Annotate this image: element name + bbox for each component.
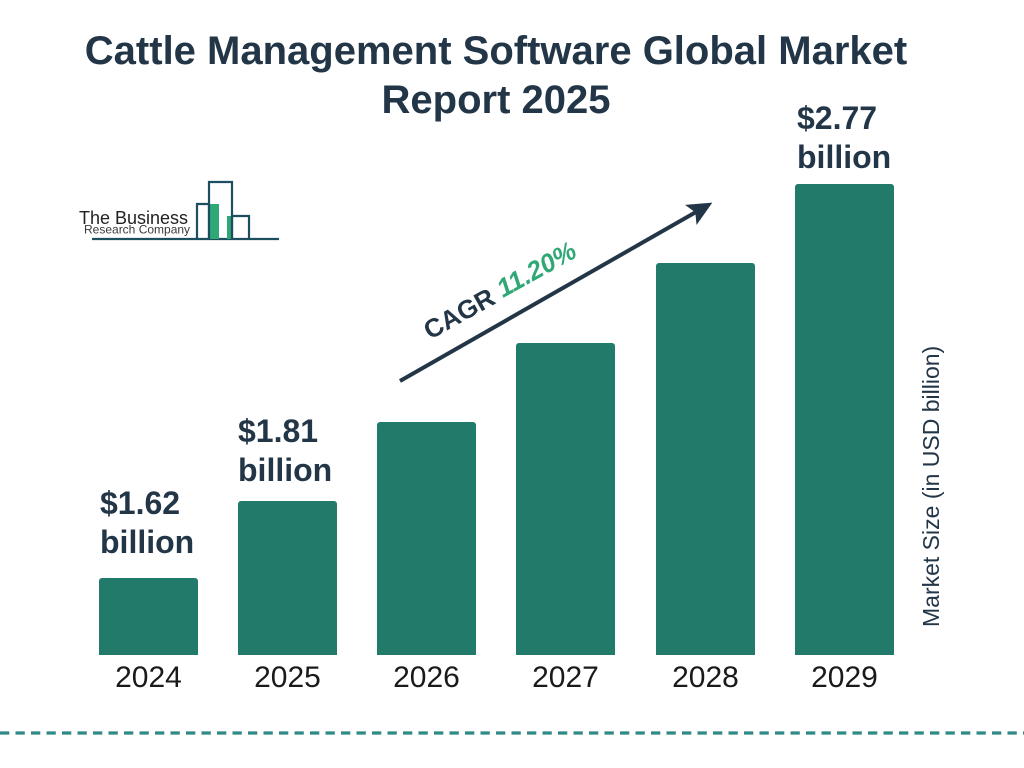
svg-text:CAGR: CAGR	[418, 282, 500, 345]
svg-text:11.20%: 11.20%	[491, 235, 581, 303]
